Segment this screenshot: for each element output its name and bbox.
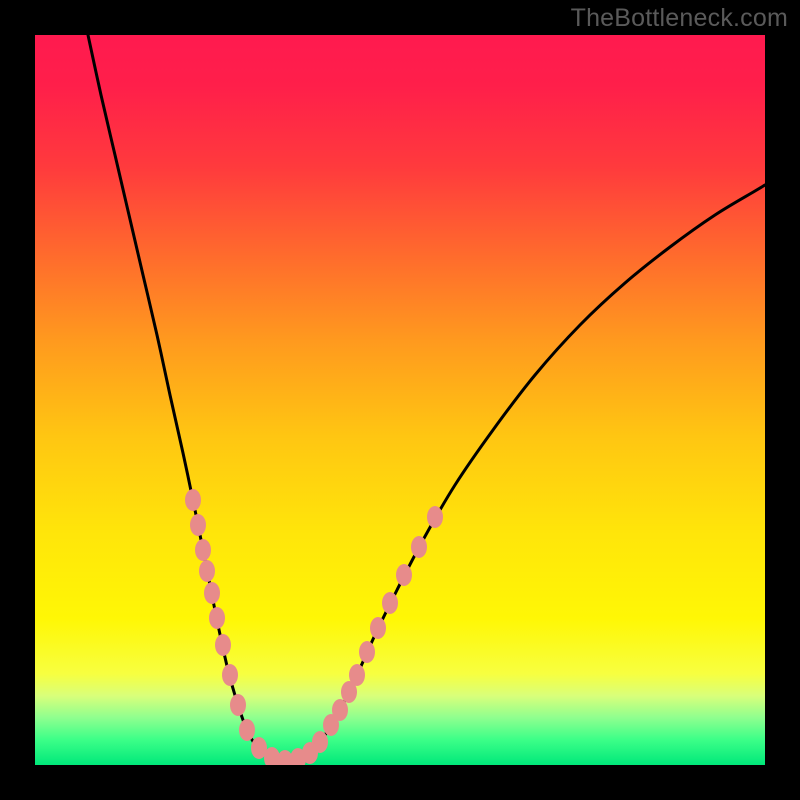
data-dot (332, 699, 348, 721)
data-dot (199, 560, 215, 582)
data-dot (396, 564, 412, 586)
data-dot (411, 536, 427, 558)
data-dot (190, 514, 206, 536)
data-dot (209, 607, 225, 629)
data-dot (185, 489, 201, 511)
data-dot (215, 634, 231, 656)
data-dot (195, 539, 211, 561)
data-dot (222, 664, 238, 686)
data-dot (370, 617, 386, 639)
data-dot (427, 506, 443, 528)
data-dot (382, 592, 398, 614)
data-dot (349, 664, 365, 686)
data-dot (239, 719, 255, 741)
data-dot (230, 694, 246, 716)
watermark-text: TheBottleneck.com (571, 4, 788, 33)
data-dot (312, 731, 328, 753)
gradient-background (35, 35, 765, 765)
data-dot (204, 582, 220, 604)
data-dot (359, 641, 375, 663)
plot-area (35, 35, 765, 765)
